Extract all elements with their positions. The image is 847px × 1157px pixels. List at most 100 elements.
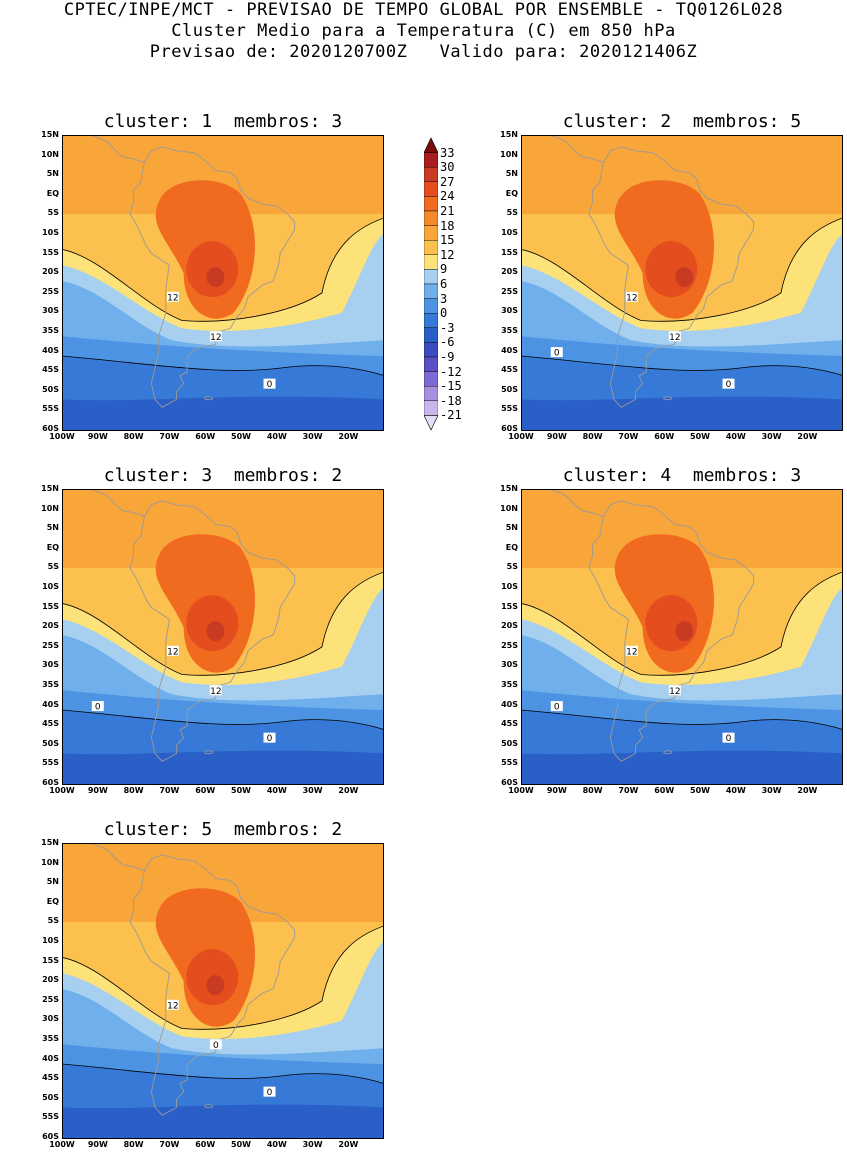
lat-tick-label: 25S [42,994,59,1004]
band-coldest [62,396,384,431]
contour-0 [62,709,384,731]
lat-tick-label: 20S [42,975,59,985]
contour-12 [521,571,843,676]
colorbar-tick-label: 12 [440,247,455,262]
lat-tick-label: 25S [501,286,518,296]
contour-label: 12 [210,687,221,697]
lon-tick-label: 80W [582,786,603,795]
lat-tick-label: EQ [46,188,59,198]
contour-label: 12 [626,293,637,303]
falkland-islands [204,396,214,401]
coastline-central-america [90,843,145,872]
lat-tick-label: 10S [42,936,59,945]
lat-tick-label: 30S [501,306,518,316]
lat-tick-label: 10N [500,149,518,159]
lon-tick-label: 40W [725,786,746,795]
contour-label-bg [263,1086,276,1097]
map-panel-5: cluster: 5 membros: 2 15N 10N 5N EQ 5S 10S 15S 2… [26,820,384,1149]
lon-tick-label: 70W [618,786,639,795]
lat-tick-label: 60S [42,424,59,433]
contour-label-bg [209,685,222,696]
lat-tick-label: 40S [42,1053,59,1063]
lon-tick-label: 70W [159,786,180,795]
lat-tick-label: 50S [42,738,59,748]
map-frame [521,489,843,785]
colorbar-swatch [423,283,439,299]
lat-tick-label: 20S [501,267,518,277]
contour-label: 0 [213,1041,219,1051]
lon-tick-label: 70W [159,432,180,441]
lat-tick-label: 5N [46,169,59,179]
lon-tick-label: 20W [338,432,359,441]
lat-tick-label: 25S [42,286,59,296]
contour-label-bg [263,732,276,743]
lat-tick-label: 35S [42,680,59,689]
lat-tick-label: 55S [501,758,518,768]
lat-tick-label: 20S [501,621,518,631]
falkland-islands [204,750,214,755]
contour-label: 0 [267,734,273,744]
contour-label: 12 [167,293,178,303]
colorbar-swatch [423,225,439,241]
lat-tick-label: 25S [501,640,518,650]
lat-tick-label: 5N [505,523,518,533]
lat-tick-label: 40S [501,345,518,355]
colorbar-swatch [423,356,439,372]
falkland-islands [204,1104,214,1109]
contour-label-bg [668,331,681,342]
colorbar-swatch [423,181,439,197]
lon-tick-label: 20W [797,786,818,795]
colorbar-tick-label: -3 [440,320,455,335]
band-coldest [521,750,843,785]
lat-tick-label: 10S [42,582,59,591]
lat-tick-label: EQ [46,542,59,552]
contour-0 [62,1063,384,1085]
lat-tick-label: 10S [42,228,59,237]
lat-tick-label: 15S [42,955,59,965]
header-subtitle: Cluster Medio para a Temperatura (C) em … [171,21,676,41]
lon-tick-label: 40W [725,432,746,441]
map-panel-1: cluster: 1 membros: 3 15N 10N 5N EQ 5S 10S 15S 2… [26,112,384,441]
contour-12 [521,217,843,322]
band-27 [675,267,694,288]
contour-0 [521,355,843,377]
lat-tick-label: 55S [42,404,59,414]
map-frame [62,843,384,1139]
map-panel-3: cluster: 3 membros: 2 15N 10N 5N EQ 5S 10S 15S 2… [26,466,384,795]
lon-tick-label: 30W [302,432,323,441]
lon-tick-label: 50W [231,432,251,441]
colorbar-scale [423,137,439,431]
map-panel-4: cluster: 4 membros: 3 15N 10N 5N EQ 5S 10S 15S 2… [485,466,843,795]
lat-tick-label: 50S [501,384,518,394]
lon-tick-label: 50W [231,1140,251,1149]
lat-tick-label: 30S [42,1014,59,1024]
lat-tick-label: 5S [47,916,59,926]
lat-tick-label: 50S [42,384,59,394]
colorbar-swatch [423,152,439,168]
lat-tick-label: 5S [506,208,518,218]
lat-tick-label: 50S [42,1092,59,1102]
lat-tick-label: 15S [42,601,59,611]
band-27 [206,975,225,996]
lon-tick-label: 40W [266,1140,287,1149]
colorbar-bottom-arrow [423,415,439,431]
map-frame [62,489,384,785]
lat-tick-label: 45S [42,365,59,375]
lon-tick-label: 40W [266,786,287,795]
colorbar-legend: 33 30 27 24 21 18 15 12 9 6 3 0 -3 -6 -9 -12 -15 -18 -21 [423,132,484,442]
temperature-map: 12 12 0 0 [521,135,843,431]
lat-tick-label: 5N [46,523,59,533]
colorbar-tick-label: 0 [440,306,448,321]
lat-tick-label: 15N [41,130,59,139]
lon-tick-label: 50W [690,786,710,795]
contour-label: 0 [95,703,101,713]
lon-tick-label: 60W [195,1140,216,1149]
lon-tick-label: 30W [761,432,782,441]
lon-tick-label: 90W [546,786,567,795]
lon-tick-label: 70W [159,1140,180,1149]
colorbar-tick-label: 24 [440,189,455,204]
lon-tick-label: 100W [49,786,75,795]
lat-tick-label: 15S [42,247,59,257]
contour-12 [62,925,384,1030]
lon-tick-label: 80W [123,432,144,441]
